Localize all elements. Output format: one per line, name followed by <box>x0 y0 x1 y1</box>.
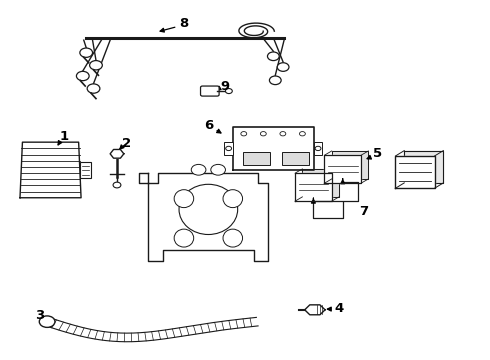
Circle shape <box>277 63 289 71</box>
Polygon shape <box>302 169 339 197</box>
Circle shape <box>211 165 225 175</box>
Polygon shape <box>295 173 332 201</box>
Circle shape <box>299 132 305 136</box>
Polygon shape <box>110 149 124 158</box>
Ellipse shape <box>174 229 194 247</box>
Ellipse shape <box>223 229 243 247</box>
Ellipse shape <box>174 190 194 208</box>
Polygon shape <box>324 155 361 183</box>
Circle shape <box>76 71 89 81</box>
Circle shape <box>260 132 266 136</box>
Text: 9: 9 <box>220 80 229 93</box>
Polygon shape <box>139 173 268 261</box>
Circle shape <box>268 52 279 60</box>
Ellipse shape <box>223 190 243 208</box>
Circle shape <box>87 84 100 93</box>
Text: 8: 8 <box>179 17 188 30</box>
Text: 1: 1 <box>60 130 69 144</box>
Text: 5: 5 <box>373 147 383 160</box>
Polygon shape <box>305 305 325 315</box>
Circle shape <box>39 316 55 327</box>
Circle shape <box>226 146 232 150</box>
Polygon shape <box>332 151 368 179</box>
FancyBboxPatch shape <box>200 86 219 96</box>
Circle shape <box>191 165 206 175</box>
Circle shape <box>315 146 321 150</box>
Bar <box>282 152 309 165</box>
Circle shape <box>270 76 281 85</box>
Text: 3: 3 <box>35 309 44 322</box>
Bar <box>224 142 233 155</box>
Circle shape <box>280 132 286 136</box>
Bar <box>243 152 270 165</box>
Polygon shape <box>395 156 435 188</box>
Circle shape <box>113 182 121 188</box>
Circle shape <box>80 48 93 57</box>
Bar <box>314 142 322 155</box>
Polygon shape <box>404 150 443 183</box>
Circle shape <box>241 132 246 136</box>
Bar <box>80 162 91 178</box>
Polygon shape <box>233 127 314 170</box>
Text: 2: 2 <box>122 137 131 150</box>
Ellipse shape <box>179 184 238 234</box>
Text: 6: 6 <box>204 119 213 132</box>
Polygon shape <box>20 142 81 198</box>
Text: 4: 4 <box>334 302 343 315</box>
Circle shape <box>225 89 232 94</box>
Circle shape <box>90 60 102 70</box>
Text: 7: 7 <box>359 205 368 218</box>
